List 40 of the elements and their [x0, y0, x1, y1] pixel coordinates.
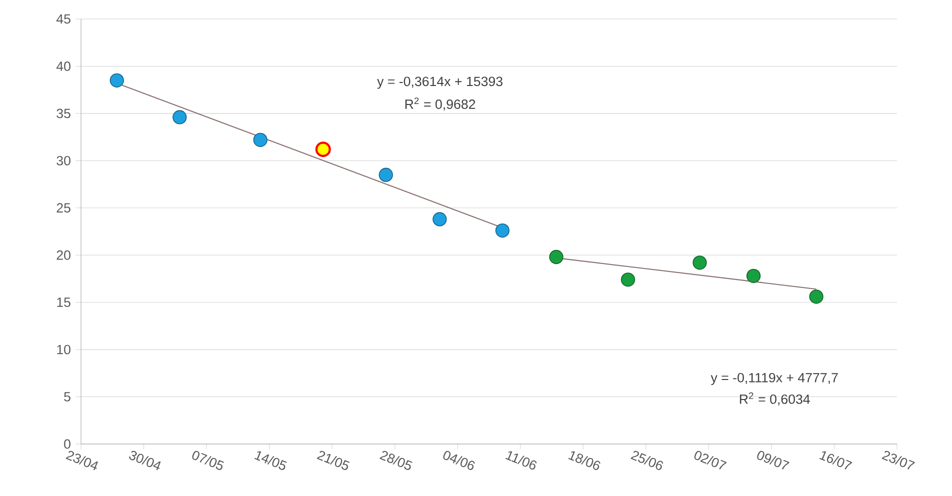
y-tick-label: 20: [56, 250, 70, 260]
x-tick-label: 16/07: [819, 451, 852, 470]
x-tick-label: 14/05: [254, 451, 287, 470]
x-tick-label: 02/07: [694, 450, 727, 470]
point: [620, 272, 636, 287]
x-tick-label: 07/05: [192, 450, 224, 470]
point: [432, 212, 447, 226]
point: [172, 110, 187, 124]
point: [692, 256, 707, 270]
y-tick-label: 25: [56, 203, 70, 213]
point: [315, 142, 331, 158]
annotation: R$^{2}$ = 0,6034: [740, 392, 810, 406]
x-tick-label: 25/06: [630, 450, 664, 470]
x-tick-label: 11/06: [505, 451, 537, 470]
y-tick-label: 15: [57, 298, 70, 307]
x-tick-label: 23/07: [882, 450, 915, 470]
x-tick-label: 28/05: [380, 450, 412, 470]
annotation: R$^{2}$ = 0,9682: [405, 97, 476, 111]
y-tick-label: 45: [56, 14, 70, 24]
point: [746, 268, 761, 283]
x-tick-label: 23/04: [66, 450, 98, 470]
x-tick-label: 30/04: [129, 450, 161, 470]
point: [378, 168, 393, 182]
y-tick-label: 0: [64, 439, 70, 449]
y-tick-label: 40: [56, 62, 70, 71]
point: [809, 290, 824, 304]
y-tick-label: 5: [64, 392, 70, 402]
x-tick-label: 09/07: [757, 450, 790, 470]
annotation: y = -0,3614x + 15393: [377, 76, 502, 89]
x-tick-label: 18/06: [568, 451, 600, 470]
x-tick-label: 04/06: [443, 450, 475, 470]
y-tick-label: 30: [56, 156, 70, 166]
point: [549, 250, 564, 264]
y-tick-label: 10: [57, 344, 70, 354]
x-tick-label: 21/05: [316, 450, 350, 470]
point: [253, 132, 268, 147]
annotation: y = -0,1119x + 4777,7: [710, 372, 838, 386]
y-tick-label: 35: [56, 108, 70, 118]
point: [495, 223, 510, 238]
point: [110, 73, 124, 88]
